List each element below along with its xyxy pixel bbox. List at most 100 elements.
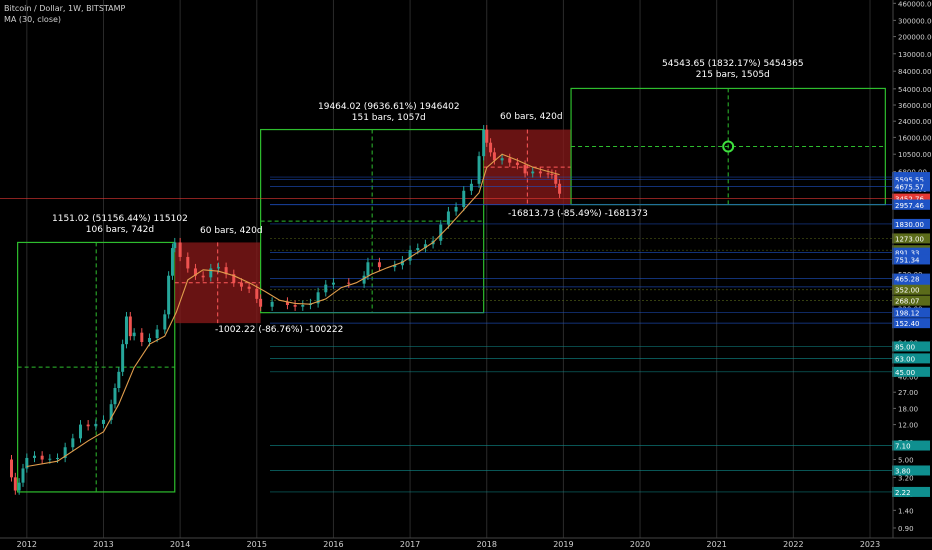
candle-body <box>25 457 29 469</box>
candle-body <box>477 156 481 184</box>
candle-body <box>40 455 44 460</box>
candle-body <box>546 173 550 175</box>
y-tick-label: 10500.00 <box>898 151 931 159</box>
candle-body <box>362 275 366 284</box>
x-tick-label: 2023 <box>860 540 880 549</box>
axis-price-tag <box>892 247 930 258</box>
candle-body <box>377 262 381 268</box>
y-tick-label: 5.00 <box>898 457 914 465</box>
annotation-2: 60 bars, 420d <box>200 226 263 236</box>
y-tick-label: 1.40 <box>898 507 914 515</box>
x-tick-label: 2017 <box>400 540 420 549</box>
candle-body <box>232 274 236 283</box>
candle-body <box>489 142 493 153</box>
axis-price-tag <box>892 341 930 352</box>
candle-body <box>485 129 489 143</box>
candle-body <box>247 286 251 289</box>
x-tick-label: 2021 <box>707 540 727 549</box>
candle-body <box>128 316 132 337</box>
candle-body <box>531 171 535 174</box>
axis-price-tag-label: 45.00 <box>895 369 915 377</box>
x-tick-label: 2012 <box>17 540 37 549</box>
axis-price-tag-label: 3.80 <box>895 467 911 475</box>
axis-price-tag-label: 268.07 <box>895 298 920 306</box>
candle-body <box>408 250 412 261</box>
axis-price-tag-label: 1830.00 <box>895 221 924 229</box>
candle-body <box>186 256 190 269</box>
candle-body <box>324 284 328 293</box>
candle-body <box>400 260 404 266</box>
axis-price-tag <box>892 440 930 451</box>
axis-price-tag <box>892 199 930 210</box>
y-tick-label: 84000.00 <box>898 68 931 76</box>
candle-body <box>550 173 554 175</box>
candle-body <box>331 282 335 285</box>
axis-price-tag-label: 152.40 <box>895 320 920 328</box>
candle-body <box>423 244 427 249</box>
candle-body <box>259 298 263 307</box>
candle-body <box>500 158 504 161</box>
y-tick-label: 36000.00 <box>898 102 931 110</box>
y-tick-label: 200000.00 <box>898 34 932 42</box>
candle-body <box>316 292 320 304</box>
x-tick-label: 2018 <box>477 540 497 549</box>
axis-price-tag-label: 5595.55 <box>895 176 924 184</box>
annotation-1: 1151.02 (51156.44%) 115102 106 bars, 742… <box>52 214 188 235</box>
candle-body <box>270 301 274 307</box>
candle-body <box>492 152 496 161</box>
y-tick-label: 16000.00 <box>898 134 931 142</box>
axis-price-tag-label: 4675.57 <box>895 183 924 191</box>
axis-price-tag <box>892 193 930 204</box>
candle-body <box>285 301 289 306</box>
candle-body <box>293 305 297 307</box>
axis-price-tag-label: 2957.46 <box>895 202 924 210</box>
candle-body <box>124 316 128 345</box>
axis-price-tag-label: 891.33 <box>895 250 920 258</box>
candle-body <box>446 211 450 225</box>
candle-body <box>515 162 519 166</box>
axis-price-tag-label: 198.12 <box>895 310 920 318</box>
indicator-label: MA (30, close) <box>4 15 62 24</box>
candle-body <box>121 344 125 372</box>
candle-body <box>558 183 562 194</box>
candle-body <box>178 242 182 257</box>
y-tick-label: 40.00 <box>898 374 918 382</box>
candle-body <box>554 174 558 184</box>
x-tick-label: 2016 <box>323 540 343 549</box>
candle-body <box>94 423 98 427</box>
x-tick-label: 2022 <box>783 540 803 549</box>
candle-body <box>101 419 105 424</box>
x-tick-label: 2020 <box>630 540 650 549</box>
axis-price-tag <box>892 353 930 364</box>
candle-body <box>239 282 243 287</box>
axis-price-tag <box>892 174 930 185</box>
symbol-title: Bitcoin / Dollar, 1W, BITSTAMP <box>4 4 126 13</box>
axis-price-tag <box>892 366 930 377</box>
candle-body <box>109 404 113 420</box>
candle-body <box>439 224 443 241</box>
y-tick-label: 130000.00 <box>898 51 932 59</box>
candle-body <box>462 190 466 207</box>
axis-price-tag <box>892 465 930 476</box>
candle-body <box>224 267 228 275</box>
axis-price-tag <box>892 318 930 329</box>
candle-body <box>63 447 67 458</box>
candle-body <box>155 329 159 339</box>
axis-price-tag <box>892 254 930 265</box>
x-tick-label: 2014 <box>170 540 190 549</box>
axis-price-tag-label: 85.00 <box>895 343 915 351</box>
candle-body <box>132 332 136 337</box>
candle-body <box>301 305 305 307</box>
candle-body <box>523 165 527 174</box>
candle-body <box>366 262 370 276</box>
y-tick-label: 27.00 <box>898 389 918 397</box>
candle-body <box>216 267 220 269</box>
y-tick-label: 3.20 <box>898 474 914 482</box>
y-tick-label: 12.00 <box>898 422 918 430</box>
x-tick-label: 2013 <box>93 540 113 549</box>
candle-body <box>117 371 121 389</box>
annotation-7: 54543.65 (1832.17%) 5454365 215 bars, 15… <box>662 59 804 80</box>
candle-body <box>86 424 90 427</box>
candle-body <box>167 275 171 315</box>
